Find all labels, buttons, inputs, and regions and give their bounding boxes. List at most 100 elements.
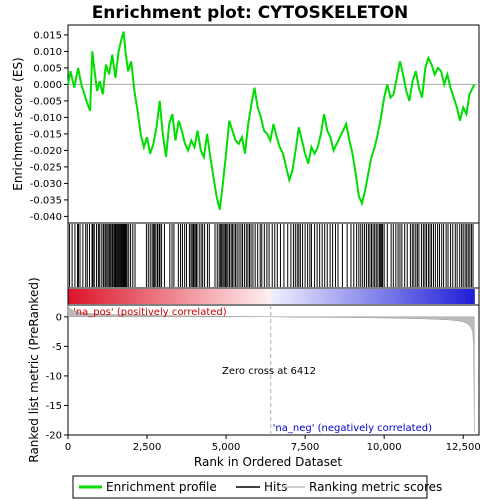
colorbar-segment bbox=[95, 289, 101, 304]
colorbar-segment bbox=[284, 289, 290, 304]
colorbar-segment bbox=[456, 289, 462, 304]
colorbar-segment bbox=[393, 289, 399, 304]
colorbar-segment bbox=[402, 289, 408, 304]
colorbar-segment bbox=[307, 289, 313, 304]
pos-label: 'na_pos' (positively correlated) bbox=[73, 307, 227, 318]
es-y-tick-label: -0.040 bbox=[30, 212, 62, 223]
colorbar-segment bbox=[257, 289, 263, 304]
colorbar-segment bbox=[189, 289, 195, 304]
colorbar-segment bbox=[239, 289, 245, 304]
neg-label: 'na_neg' (negatively correlated) bbox=[273, 423, 432, 434]
es-y-tick-label: -0.010 bbox=[30, 113, 62, 124]
colorbar-segment bbox=[442, 289, 448, 304]
colorbar-segment bbox=[451, 289, 457, 304]
colorbar-segment bbox=[429, 289, 435, 304]
colorbar-segment bbox=[167, 289, 173, 304]
colorbar-segment bbox=[289, 289, 295, 304]
colorbar-segment bbox=[415, 289, 421, 304]
colorbar-segment bbox=[235, 289, 241, 304]
colorbar-segment bbox=[365, 289, 372, 304]
colorbar-segment bbox=[411, 289, 417, 304]
x-tick-label: 12,500 bbox=[446, 442, 481, 453]
es-panel: 0.015 0.010 0.005 0.000 -0.005 -0.010 -0.015 -0… bbox=[11, 24, 480, 224]
colorbar-segment bbox=[81, 289, 87, 304]
es-y-tick-label: -0.015 bbox=[30, 129, 62, 140]
colorbar-segment bbox=[343, 289, 349, 304]
colorbar-segment bbox=[185, 289, 191, 304]
colorbar-segment bbox=[117, 289, 123, 304]
colorbar-segment bbox=[68, 289, 74, 304]
colorbar-segment bbox=[311, 289, 317, 304]
es-y-tick-label: 0.010 bbox=[33, 47, 62, 58]
metric-y-ticks: 0 -5 -10 -15 -20 bbox=[46, 312, 68, 442]
colorbar-segment bbox=[140, 289, 146, 304]
colorbar-segment bbox=[424, 289, 430, 304]
metric-panel: 0 -5 -10 -15 -20 0 2,500 5,000 7,500 10,000 12,50… bbox=[27, 277, 481, 469]
colorbar-segment bbox=[465, 289, 471, 304]
x-tick-label: 0 bbox=[65, 442, 71, 453]
colorbar-segment bbox=[420, 289, 426, 304]
es-y-tick-label: 0.000 bbox=[33, 80, 62, 91]
legend-metric-label: Ranking metric scores bbox=[309, 480, 442, 494]
colorbar-segment bbox=[347, 289, 353, 304]
hits-panel bbox=[67, 222, 480, 289]
colorbar-segment bbox=[271, 289, 277, 304]
zero-cross-label: Zero cross at 6412 bbox=[222, 366, 316, 377]
metric-y-tick-label: -5 bbox=[52, 342, 62, 353]
colorbar-segment bbox=[316, 289, 322, 304]
colorbar-segment bbox=[397, 289, 403, 304]
colorbar-segment bbox=[325, 289, 331, 304]
legend: Enrichment profile Hits Ranking metric s… bbox=[72, 475, 442, 499]
colorbar-segment bbox=[374, 289, 381, 304]
colorbar-segment bbox=[72, 289, 78, 304]
colorbar-segment bbox=[248, 289, 254, 304]
colorbar-segment bbox=[212, 289, 218, 304]
colorbar-segment bbox=[86, 289, 92, 304]
colorbar-segment bbox=[302, 289, 308, 304]
es-y-tick-label: 0.005 bbox=[33, 63, 62, 74]
es-y-tick-label: 0.015 bbox=[33, 30, 62, 41]
colorbar-segment bbox=[388, 289, 394, 304]
es-y-tick-label: -0.005 bbox=[30, 96, 62, 107]
colorbar-segment bbox=[207, 289, 214, 304]
colorbar-segment bbox=[176, 289, 182, 304]
x-tick-label: 7,500 bbox=[291, 442, 320, 453]
colorbar-segment bbox=[338, 289, 344, 304]
colorbar-segment bbox=[293, 289, 299, 304]
colorbar-segment bbox=[135, 289, 141, 304]
colorbar-segment bbox=[144, 289, 150, 304]
colorbar-segment bbox=[361, 289, 367, 304]
colorbar-segment bbox=[149, 289, 155, 304]
colorbar-segment bbox=[262, 289, 268, 304]
colorbar-segment bbox=[90, 289, 96, 304]
colorbar-segment bbox=[77, 289, 83, 304]
colorbar-segment bbox=[194, 289, 200, 304]
colorbar-segment bbox=[126, 289, 132, 304]
colorbar-segment bbox=[280, 289, 286, 304]
colorbar-segment bbox=[230, 289, 236, 304]
colorbar-segment bbox=[433, 289, 439, 304]
colorbar-segment bbox=[298, 289, 304, 304]
chart-title: Enrichment plot: CYTOSKELETON bbox=[92, 3, 409, 23]
colorbar-segment bbox=[225, 289, 232, 304]
hit-lines bbox=[69, 224, 474, 287]
colorbar-segment bbox=[352, 289, 358, 304]
colorbar-segment bbox=[221, 289, 227, 304]
es-y-axis-label: Enrichment score (ES) bbox=[11, 57, 25, 190]
legend-hits-label: Hits bbox=[264, 480, 287, 494]
colorbar-segment bbox=[406, 289, 412, 304]
x-tick-label: 2,500 bbox=[133, 442, 162, 453]
es-y-ticks: 0.015 0.010 0.005 0.000 -0.005 -0.010 -0.015 -0… bbox=[30, 30, 68, 223]
colorbar-segment bbox=[198, 289, 205, 304]
colorbar-segment bbox=[334, 289, 340, 304]
es-y-tick-label: -0.035 bbox=[30, 195, 62, 206]
x-axis-label: Rank in Ordered Dataset bbox=[194, 455, 342, 469]
metric-y-tick-label: -10 bbox=[46, 371, 62, 382]
metric-y-tick-label: -15 bbox=[46, 401, 62, 412]
metric-y-tick-label: -20 bbox=[46, 431, 62, 442]
colorbar-segment bbox=[162, 289, 168, 304]
colorbar-segment bbox=[104, 289, 110, 304]
colorbar-segment bbox=[108, 289, 114, 304]
legend-profile-label: Enrichment profile bbox=[106, 480, 217, 494]
